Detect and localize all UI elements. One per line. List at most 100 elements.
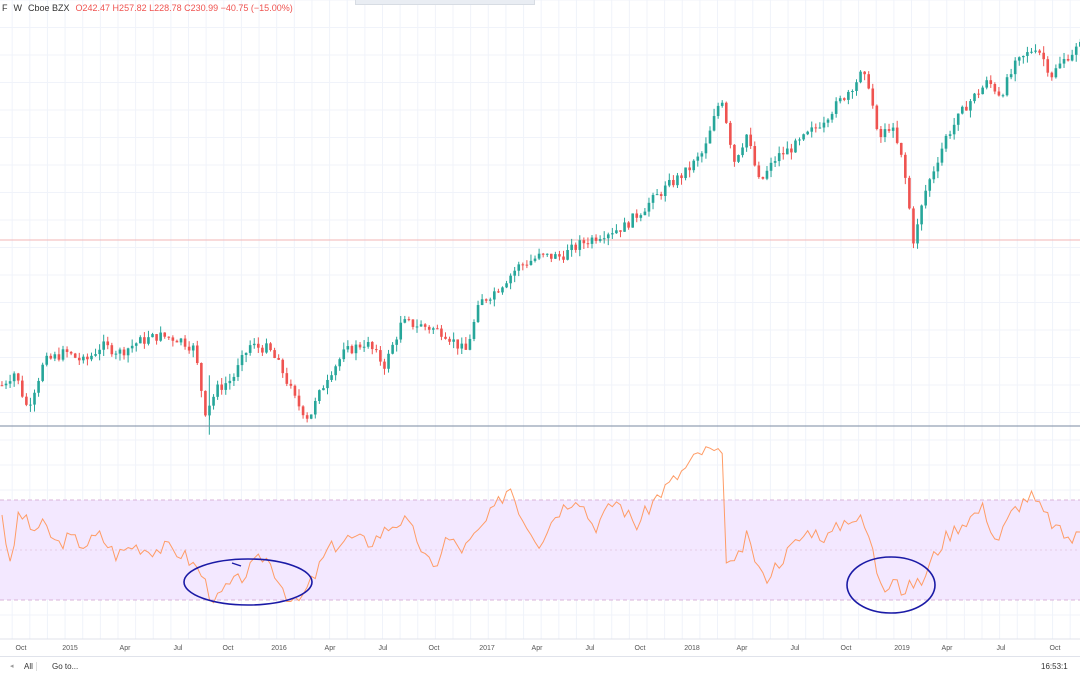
candle-body xyxy=(582,240,586,244)
ellipse-stroke-tail xyxy=(231,562,242,567)
candle-body xyxy=(529,260,533,265)
candle-body xyxy=(814,127,818,129)
candle-body xyxy=(354,344,358,354)
candle-body xyxy=(427,326,431,330)
candles-layer xyxy=(0,38,1080,435)
candle-body xyxy=(33,392,36,405)
x-tick-label: Jul xyxy=(997,645,1006,652)
candle-body xyxy=(309,414,313,419)
candle-body xyxy=(895,127,899,143)
candle-body xyxy=(578,240,582,250)
x-tick-label: Oct xyxy=(16,645,27,652)
candle-body xyxy=(696,156,700,161)
candle-body xyxy=(301,406,305,416)
candle-body xyxy=(61,349,65,360)
oscillator-pane xyxy=(0,446,1080,604)
candle-body xyxy=(879,129,883,138)
candle-body xyxy=(155,334,158,341)
candle-body xyxy=(993,84,997,92)
candle-body xyxy=(464,343,468,350)
range-chevron-icon[interactable]: ◂ xyxy=(10,663,14,670)
ohlc-readout: O242.47 H257.82 L228.78 C230.99 −40.75 (… xyxy=(75,3,293,13)
candle-body xyxy=(541,253,545,255)
candle-body xyxy=(326,379,329,389)
candle-body xyxy=(94,354,97,356)
candle-body xyxy=(1009,74,1013,78)
candle-body xyxy=(346,346,350,350)
ellipse-2018-low xyxy=(846,556,936,614)
candle-body xyxy=(777,153,781,162)
range-all-button[interactable]: All xyxy=(24,662,33,671)
candle-body xyxy=(261,347,264,353)
candle-body xyxy=(110,345,114,355)
candle-body xyxy=(41,364,44,381)
candle-body xyxy=(749,134,752,147)
candle-body xyxy=(358,344,362,348)
candle-body xyxy=(480,299,484,306)
price-chart-svg[interactable]: Oct 2015 Apr Jul Oct 2016 Apr Jul Oct 2017 Apr Jul O… xyxy=(0,0,1080,656)
candle-body xyxy=(191,345,195,351)
candle-body xyxy=(497,291,500,293)
candle-body xyxy=(635,213,639,218)
candle-body xyxy=(350,346,354,354)
candle-body xyxy=(928,179,932,191)
candle-body xyxy=(134,343,138,346)
candle-body xyxy=(904,154,907,178)
candle-body xyxy=(944,135,948,149)
chart-legend: F W Cboe BZX O242.47 H257.82 L228.78 C23… xyxy=(2,3,293,13)
goto-button[interactable]: Go to... xyxy=(52,662,79,671)
candle-body xyxy=(330,375,333,380)
candle-body xyxy=(969,101,972,111)
candle-body xyxy=(322,388,325,391)
candle-body xyxy=(1046,59,1050,73)
candle-body xyxy=(383,361,386,369)
candle-body xyxy=(786,148,789,155)
candle-body xyxy=(729,122,732,145)
candle-body xyxy=(114,353,118,355)
candle-body xyxy=(761,177,765,179)
candle-body xyxy=(25,396,28,405)
candle-body xyxy=(273,350,276,358)
toolbar-handle[interactable] xyxy=(355,0,535,5)
candle-body xyxy=(65,349,69,352)
candle-body xyxy=(887,129,891,131)
candle-body xyxy=(659,194,663,196)
candle-body xyxy=(411,319,415,327)
candle-body xyxy=(444,336,447,339)
candle-body xyxy=(562,256,565,260)
candle-body xyxy=(623,222,626,232)
interval-label[interactable]: W xyxy=(13,3,23,13)
candle-body xyxy=(297,395,301,407)
candle-body xyxy=(798,139,801,141)
candle-body xyxy=(574,244,578,250)
candle-body xyxy=(875,105,879,130)
candle-body xyxy=(871,88,875,106)
candle-body xyxy=(452,339,455,342)
candle-body xyxy=(370,341,374,350)
candle-body xyxy=(741,147,744,156)
candle-body xyxy=(143,337,146,344)
candle-body xyxy=(948,134,952,136)
candle-body xyxy=(395,339,398,345)
candle-body xyxy=(688,167,691,171)
candle-body xyxy=(533,258,537,261)
candle-body xyxy=(981,87,984,95)
candle-body xyxy=(867,74,871,89)
candle-body xyxy=(285,373,289,384)
candle-body xyxy=(676,175,679,186)
candle-body xyxy=(977,93,980,95)
candle-body xyxy=(794,140,797,153)
candle-body xyxy=(859,71,862,83)
candle-body xyxy=(720,102,724,106)
candle-body xyxy=(550,253,553,259)
candle-body xyxy=(1070,54,1074,61)
candle-body xyxy=(708,130,712,144)
candle-body xyxy=(269,343,272,351)
candle-body xyxy=(248,345,252,353)
candle-body xyxy=(521,264,525,266)
candle-body xyxy=(611,233,614,235)
candle-body xyxy=(391,344,394,354)
symbol-suffix[interactable]: F xyxy=(2,3,8,13)
candle-body xyxy=(151,334,154,338)
